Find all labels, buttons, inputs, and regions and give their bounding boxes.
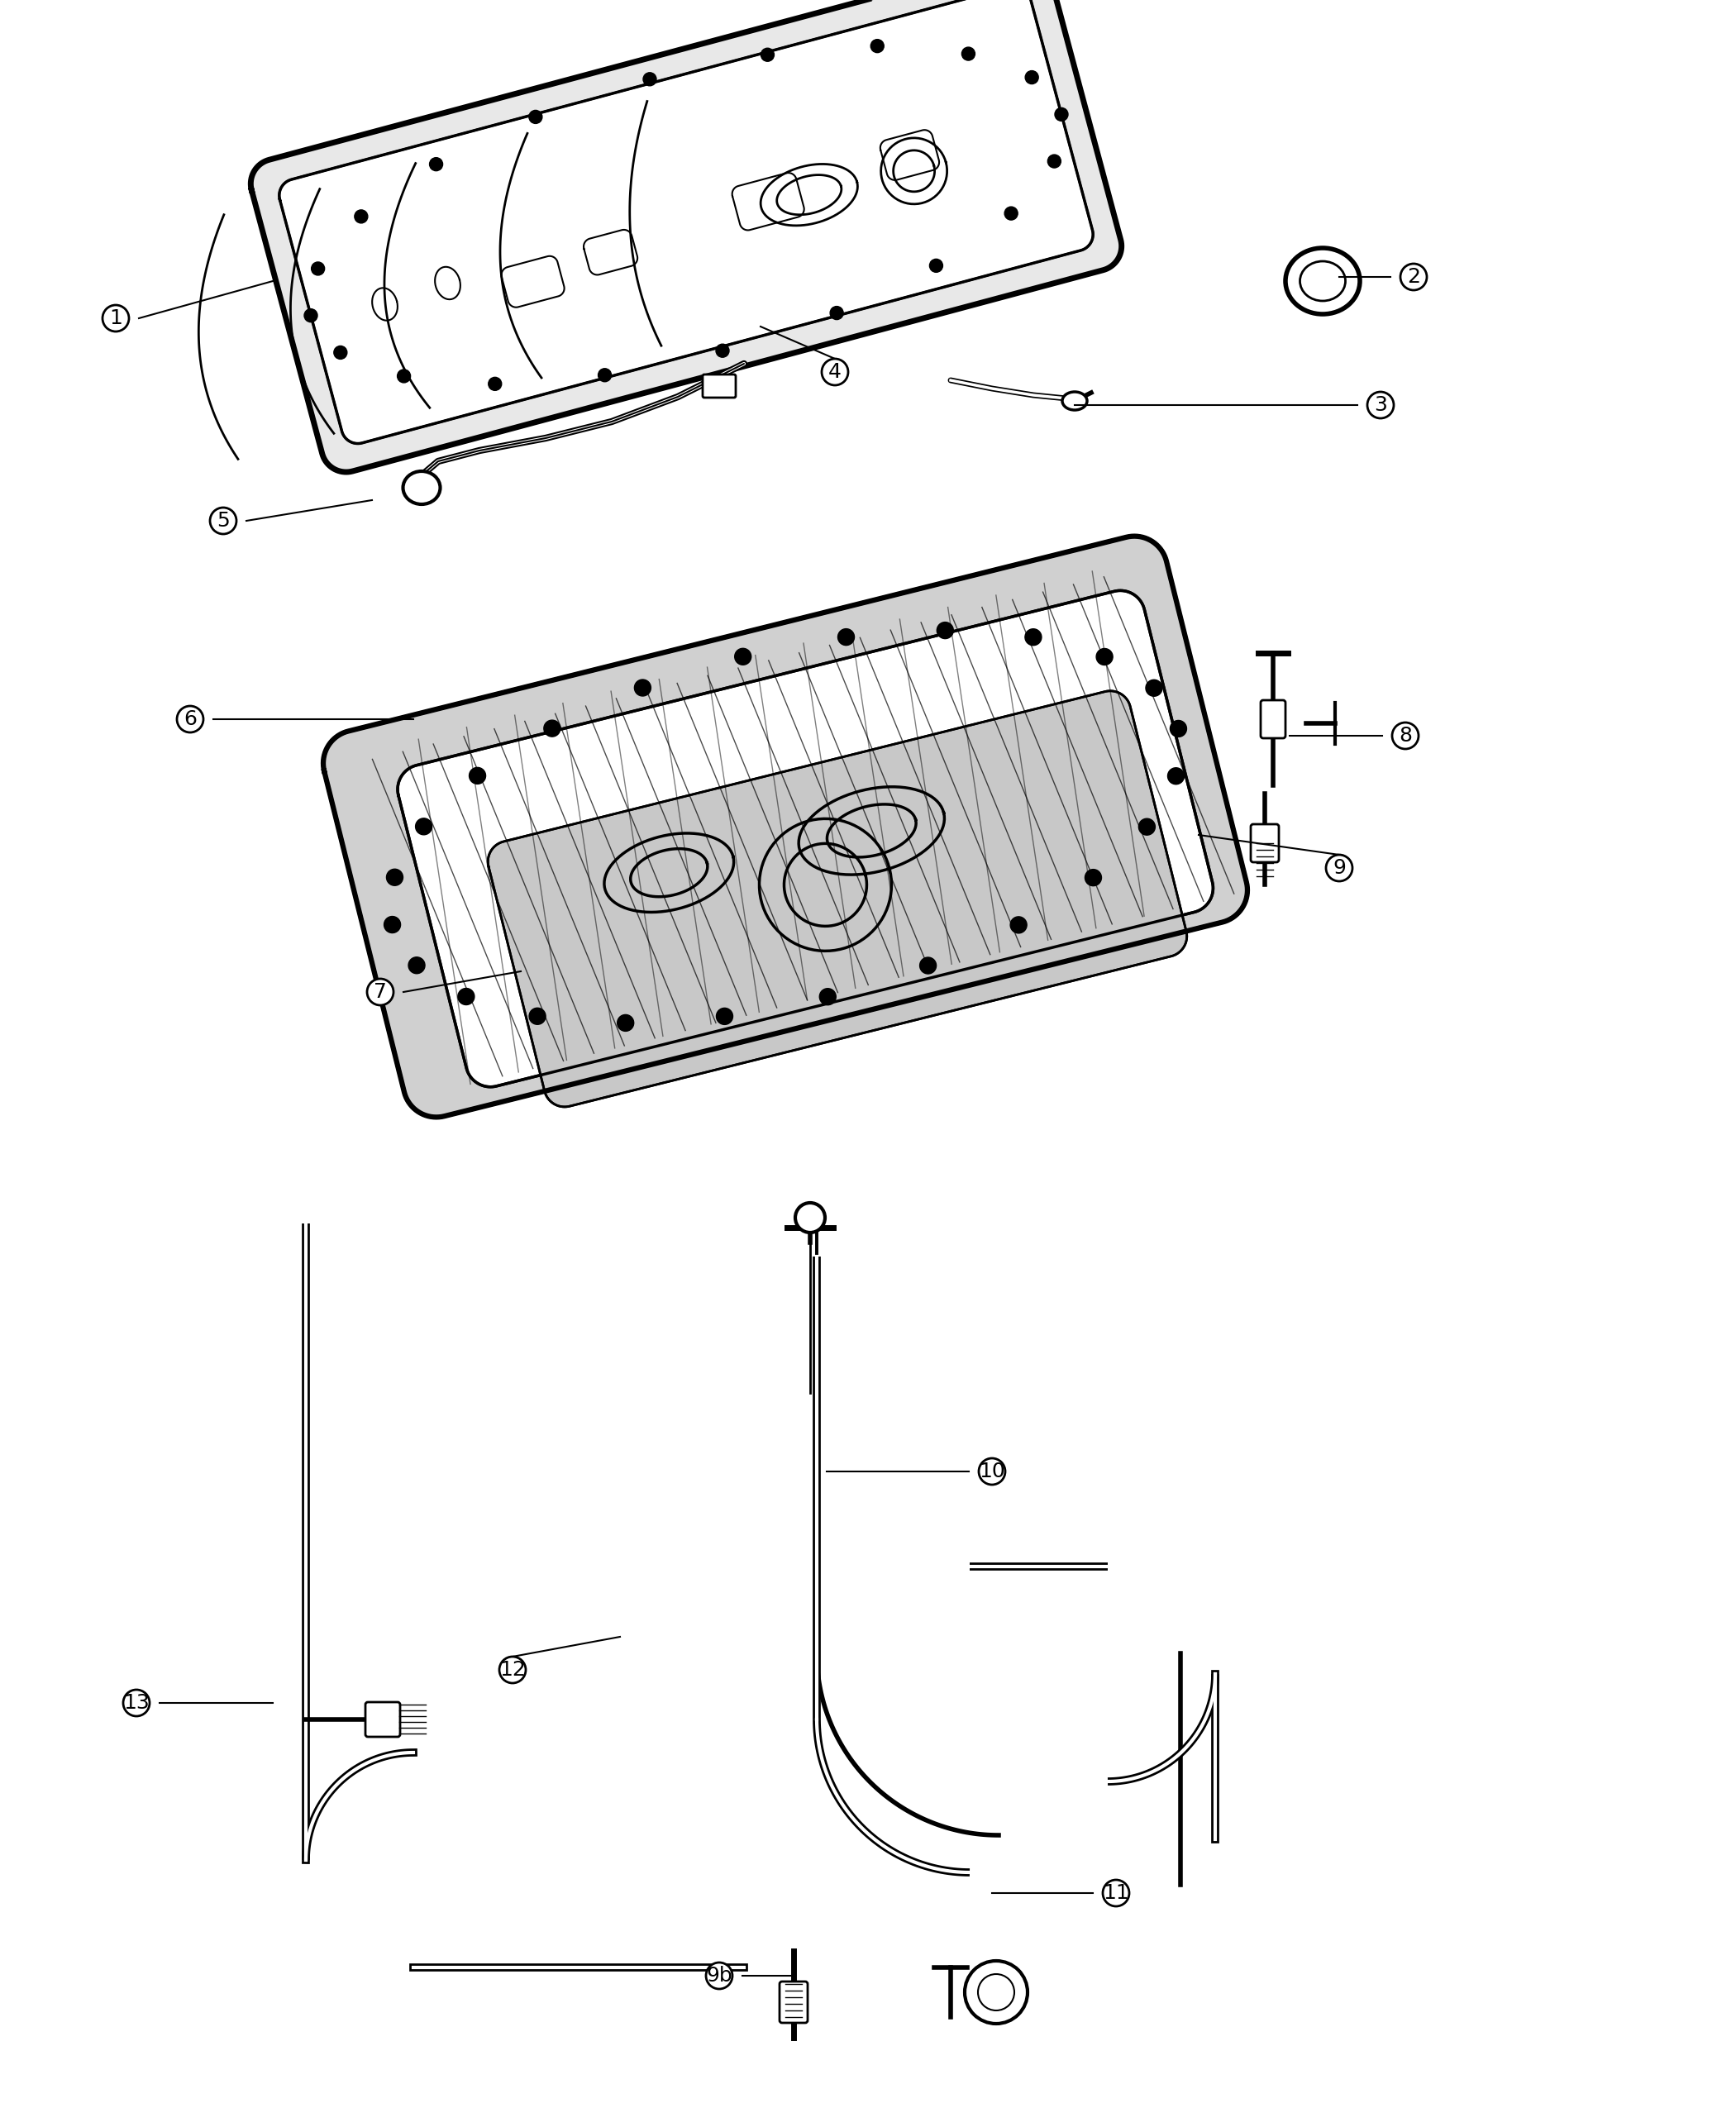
Circle shape xyxy=(760,48,774,61)
Text: 8: 8 xyxy=(1399,725,1411,746)
Circle shape xyxy=(1024,628,1042,645)
Circle shape xyxy=(429,158,443,171)
Circle shape xyxy=(415,818,432,835)
Text: 7: 7 xyxy=(373,982,387,1001)
Circle shape xyxy=(529,1008,545,1024)
Circle shape xyxy=(366,978,394,1006)
FancyBboxPatch shape xyxy=(779,1982,807,2024)
Circle shape xyxy=(384,917,401,934)
Circle shape xyxy=(634,679,651,696)
Ellipse shape xyxy=(403,472,441,504)
Circle shape xyxy=(500,1657,526,1682)
Text: 5: 5 xyxy=(217,510,229,531)
Polygon shape xyxy=(279,0,1094,443)
Text: 10: 10 xyxy=(979,1461,1005,1482)
Polygon shape xyxy=(488,691,1187,1107)
Circle shape xyxy=(1055,108,1068,120)
Circle shape xyxy=(937,622,953,639)
Circle shape xyxy=(210,508,236,533)
Text: 13: 13 xyxy=(123,1693,149,1714)
Circle shape xyxy=(1049,154,1061,169)
Circle shape xyxy=(488,377,502,390)
Circle shape xyxy=(408,957,425,974)
Circle shape xyxy=(819,989,837,1006)
Circle shape xyxy=(543,721,561,736)
Circle shape xyxy=(333,346,347,358)
Circle shape xyxy=(715,344,729,356)
Circle shape xyxy=(1326,854,1352,881)
Text: 12: 12 xyxy=(500,1659,526,1680)
Circle shape xyxy=(1085,868,1102,885)
Ellipse shape xyxy=(1062,392,1087,411)
Text: 1: 1 xyxy=(109,308,122,329)
Circle shape xyxy=(1170,721,1187,738)
Circle shape xyxy=(1102,1880,1128,1906)
Circle shape xyxy=(920,957,936,974)
Circle shape xyxy=(979,1459,1005,1484)
Circle shape xyxy=(821,358,849,386)
Text: 9: 9 xyxy=(1333,858,1345,877)
Text: 2: 2 xyxy=(1406,268,1420,287)
Circle shape xyxy=(1095,649,1113,664)
Text: 11: 11 xyxy=(1102,1882,1128,1904)
Circle shape xyxy=(599,369,611,382)
Circle shape xyxy=(529,110,542,124)
FancyBboxPatch shape xyxy=(1260,700,1285,738)
Circle shape xyxy=(1368,392,1394,417)
Circle shape xyxy=(354,211,368,223)
Circle shape xyxy=(977,1973,1014,2011)
Circle shape xyxy=(1139,818,1154,835)
Circle shape xyxy=(1146,679,1163,696)
Circle shape xyxy=(618,1014,634,1031)
Circle shape xyxy=(102,306,128,331)
Circle shape xyxy=(398,369,410,384)
Circle shape xyxy=(304,310,318,323)
Text: 3: 3 xyxy=(1373,394,1387,415)
Circle shape xyxy=(458,989,474,1006)
Circle shape xyxy=(838,628,854,645)
Circle shape xyxy=(387,868,403,885)
Circle shape xyxy=(1010,917,1026,934)
Polygon shape xyxy=(250,0,1121,472)
Circle shape xyxy=(707,1963,733,1990)
Circle shape xyxy=(311,261,325,276)
Circle shape xyxy=(965,1960,1028,2024)
Circle shape xyxy=(1026,72,1038,84)
Circle shape xyxy=(1401,264,1427,291)
Text: 4: 4 xyxy=(828,363,842,382)
FancyBboxPatch shape xyxy=(1250,824,1279,862)
Text: 9b: 9b xyxy=(707,1967,733,1986)
FancyBboxPatch shape xyxy=(703,375,736,398)
Circle shape xyxy=(469,767,486,784)
Circle shape xyxy=(123,1691,149,1716)
Circle shape xyxy=(642,72,656,86)
Circle shape xyxy=(177,706,203,731)
FancyBboxPatch shape xyxy=(365,1701,399,1737)
Circle shape xyxy=(717,1008,733,1024)
Circle shape xyxy=(1168,767,1184,784)
Circle shape xyxy=(962,46,976,61)
Text: 6: 6 xyxy=(184,708,196,729)
Circle shape xyxy=(795,1204,825,1233)
Circle shape xyxy=(1005,207,1017,219)
Polygon shape xyxy=(398,590,1213,1088)
Circle shape xyxy=(871,40,884,53)
Circle shape xyxy=(734,649,752,664)
Polygon shape xyxy=(323,535,1248,1117)
Circle shape xyxy=(1392,723,1418,748)
Circle shape xyxy=(929,259,943,272)
Circle shape xyxy=(830,306,844,320)
